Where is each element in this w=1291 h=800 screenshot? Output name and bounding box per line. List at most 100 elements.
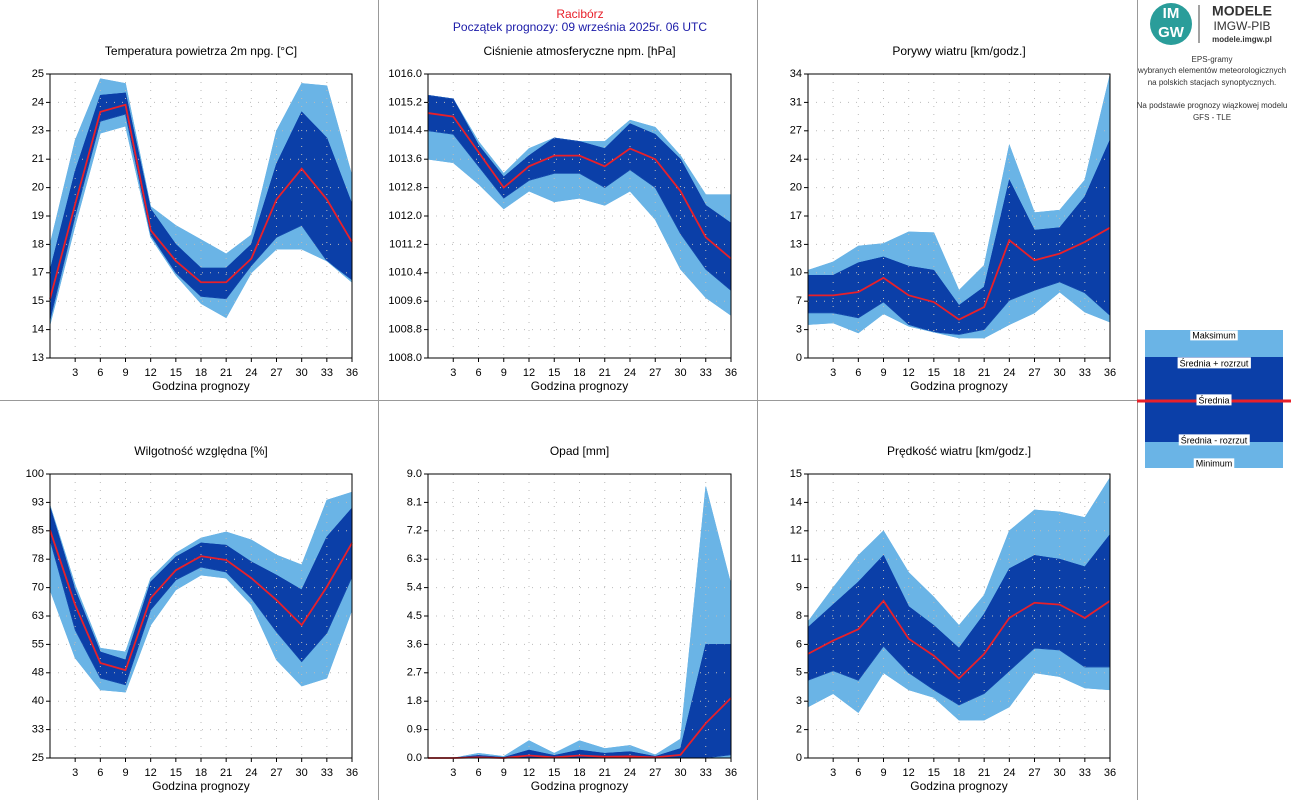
legend-label: Średnia - rozrzut <box>1181 434 1248 445</box>
x-tick-label: 12 <box>523 767 535 779</box>
series-line <box>807 672 1111 721</box>
legend-label-bg <box>1190 330 1238 341</box>
x-axis-label: Godzina prognozy <box>910 379 1007 393</box>
mean-line <box>427 112 732 260</box>
x-tick-label: 15 <box>548 367 560 379</box>
series-line <box>807 291 1111 339</box>
y-tick-label: 1015.2 <box>388 96 422 108</box>
y-tick-label: 25 <box>32 752 44 764</box>
x-tick-label: 24 <box>624 767 636 779</box>
x-tick-label: 36 <box>1104 767 1116 779</box>
y-tick-label: 21 <box>32 153 44 165</box>
description: EPS-gramy <box>1192 55 1233 64</box>
y-tick-label: 25 <box>32 68 44 80</box>
x-tick-label: 3 <box>830 767 836 779</box>
description: Na podstawie prognozy wiązkowej modelu <box>1137 101 1288 110</box>
x-tick-label: 15 <box>170 767 182 779</box>
legend-label: Średnia + rozrzut <box>1180 357 1249 368</box>
sidebar: IM GW MODELE IMGW-PIB modele.imgw.pl EPS… <box>1137 3 1288 122</box>
legend-label-bg <box>1193 458 1235 469</box>
y-tick-label: 1008.8 <box>388 324 422 336</box>
x-tick-label: 36 <box>1104 367 1116 379</box>
x-tick-label: 15 <box>928 367 940 379</box>
x-axis-label: Godzina prognozy <box>531 779 628 793</box>
x-tick-label: 30 <box>674 767 686 779</box>
plot-frame <box>49 73 353 359</box>
description: na polskich stacjach synoptycznych. <box>1148 78 1277 87</box>
y-tick-label: 78 <box>32 553 44 565</box>
y-tick-label: 0 <box>796 352 802 364</box>
y-tick-label: 1012.0 <box>388 210 422 222</box>
y-tick-label: 10 <box>790 267 802 279</box>
brand: IMGW-PIB <box>1213 19 1270 33</box>
legend-label-bg <box>1177 357 1251 369</box>
x-tick-label: 6 <box>855 767 861 779</box>
legend-label: Maksimum <box>1192 330 1236 340</box>
y-tick-label: 1016.0 <box>388 68 422 80</box>
y-tick-label: 2 <box>796 724 802 736</box>
x-tick-label: 9 <box>880 367 886 379</box>
y-tick-label: 24 <box>790 153 802 165</box>
plot-frame <box>427 73 732 359</box>
x-tick-label: 18 <box>953 767 965 779</box>
x-tick-label: 6 <box>855 367 861 379</box>
legend-label-bg <box>1178 434 1250 446</box>
x-tick-label: 33 <box>321 767 333 779</box>
x-tick-label: 9 <box>501 767 507 779</box>
y-tick-label: 0.0 <box>407 752 422 764</box>
x-tick-label: 33 <box>321 367 333 379</box>
y-tick-label: 19 <box>32 210 44 222</box>
y-tick-label: 31 <box>790 96 802 108</box>
y-tick-label: 11 <box>791 553 802 565</box>
chart-title: Temperatura powietrza 2m npg. [°C] <box>105 44 297 58</box>
y-tick-label: 100 <box>26 468 44 480</box>
chart: 0.00.91.82.73.64.55.46.37.28.19.03 6 9 12 15… <box>407 444 737 793</box>
y-tick-label: 1012.8 <box>388 182 422 194</box>
y-tick-label: 20 <box>32 182 44 194</box>
x-tick-label: 3 <box>830 367 836 379</box>
y-tick-label: 48 <box>32 667 44 679</box>
x-tick-label: 9 <box>122 767 128 779</box>
description: wybranych elementów meteorologicznych <box>1137 66 1286 75</box>
y-tick-label: 8.1 <box>407 496 422 508</box>
x-tick-label: 18 <box>573 767 585 779</box>
x-tick-label: 18 <box>573 367 585 379</box>
x-tick-label: 18 <box>195 367 207 379</box>
y-tick-label: 1010.4 <box>388 267 422 279</box>
y-tick-label: 93 <box>32 496 44 508</box>
x-tick-label: 27 <box>270 767 282 779</box>
mean-line <box>49 103 353 300</box>
x-tick-label: 33 <box>1079 367 1091 379</box>
y-tick-label: 15 <box>32 295 44 307</box>
mean-line <box>808 226 1111 321</box>
y-tick-label: 9 <box>796 582 802 594</box>
chart: 1008.0 1008.8 1009.6 1010.4 1011.2 1012.0 1012… <box>388 44 737 393</box>
x-tick-label: 27 <box>649 367 661 379</box>
series-line <box>428 486 732 759</box>
x-tick-label: 6 <box>475 767 481 779</box>
y-tick-label: 0 <box>796 752 802 764</box>
x-tick-label: 27 <box>1028 767 1040 779</box>
x-tick-label: 27 <box>1028 367 1040 379</box>
y-tick-label: 17 <box>32 267 44 279</box>
plot-frame <box>427 473 732 759</box>
x-axis-label: Godzina prognozy <box>910 779 1007 793</box>
x-tick-label: 12 <box>145 767 157 779</box>
x-tick-label: 9 <box>122 367 128 379</box>
y-tick-label: 0.9 <box>407 724 422 736</box>
x-tick-label: 6 <box>97 367 103 379</box>
x-tick-label: 33 <box>700 767 712 779</box>
x-tick-label: 15 <box>928 767 940 779</box>
station: Racibórz <box>556 7 603 21</box>
x-tick-label: 30 <box>1054 767 1066 779</box>
series-line <box>808 281 1111 335</box>
logo-text: GW <box>1158 24 1185 41</box>
description: GFS - TLE <box>1193 113 1231 122</box>
series-line <box>49 78 353 255</box>
x-tick-label: 30 <box>674 367 686 379</box>
series-line <box>807 477 1111 626</box>
x-axis-label: Godzina prognozy <box>152 779 249 793</box>
legend-label: Średnia <box>1198 394 1229 405</box>
